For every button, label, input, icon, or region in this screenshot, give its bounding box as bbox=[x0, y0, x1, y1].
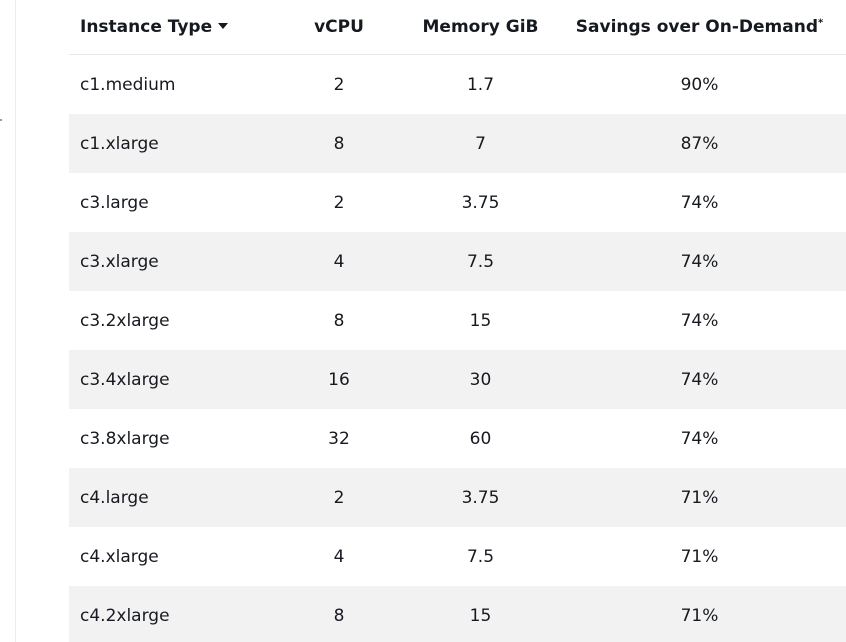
cell-savings: 90% bbox=[680, 74, 719, 95]
cell-savings: 74% bbox=[680, 192, 719, 213]
table-row: c1.xlarge 8 7 87% bbox=[69, 114, 846, 173]
cell-vcpu: 32 bbox=[328, 428, 350, 449]
header-savings-label: Savings over On-Demand bbox=[575, 17, 818, 37]
cell-savings: 71% bbox=[680, 546, 719, 567]
cell-memory: 7.5 bbox=[408, 232, 553, 291]
header-instance-type[interactable]: Instance Type bbox=[69, 0, 270, 55]
cell-vcpu: 4 bbox=[333, 546, 345, 567]
cell-instance-type: c4.large bbox=[69, 468, 270, 527]
cell-vcpu: 8 bbox=[270, 114, 408, 173]
table-row: c4.large 2 3.75 71% bbox=[69, 468, 846, 527]
cell-instance-type: c3.2xlarge bbox=[80, 310, 170, 331]
cell-savings: 71% bbox=[553, 586, 846, 642]
header-memory-label: Memory GiB bbox=[422, 17, 539, 37]
cell-memory: 3.75 bbox=[408, 468, 553, 527]
table-body: c1.medium 2 1.7 90% c1.xlarge 8 7 87% c3.large 2 3… bbox=[69, 55, 846, 642]
header-instance-type-label: Instance Type bbox=[80, 17, 213, 37]
cell-memory: 15 bbox=[408, 586, 553, 642]
cell-memory: 30 bbox=[408, 350, 553, 409]
instance-table-container: Instance Type vCPU Memory GiB Savings ov… bbox=[69, 0, 846, 642]
table-header: Instance Type vCPU Memory GiB Savings ov… bbox=[69, 0, 846, 55]
cell-memory: 3.75 bbox=[461, 192, 500, 213]
table-row: c1.medium 2 1.7 90% bbox=[69, 55, 846, 115]
cell-memory: 15 bbox=[469, 310, 492, 331]
header-savings: Savings over On-Demand* bbox=[553, 0, 846, 55]
instance-table: Instance Type vCPU Memory GiB Savings ov… bbox=[69, 0, 846, 642]
cell-instance-type: c3.large bbox=[80, 192, 149, 213]
cell-savings: 87% bbox=[553, 114, 846, 173]
left-marker bbox=[0, 119, 2, 121]
cell-vcpu: 2 bbox=[333, 192, 345, 213]
table-row: c3.2xlarge 8 15 74% bbox=[69, 291, 846, 350]
cell-instance-type: c3.8xlarge bbox=[80, 428, 170, 449]
cell-vcpu: 4 bbox=[270, 232, 408, 291]
cell-instance-type: c1.medium bbox=[80, 74, 176, 95]
table-row: c4.2xlarge 8 15 71% bbox=[69, 586, 846, 642]
left-divider bbox=[15, 0, 16, 642]
cell-savings: 74% bbox=[680, 428, 719, 449]
cell-memory: 1.7 bbox=[466, 74, 495, 95]
caret-down-icon[interactable] bbox=[218, 23, 229, 29]
table-row: c3.large 2 3.75 74% bbox=[69, 173, 846, 232]
table-row: c3.4xlarge 16 30 74% bbox=[69, 350, 846, 409]
cell-instance-type: c3.xlarge bbox=[69, 232, 270, 291]
cell-instance-type: c3.4xlarge bbox=[69, 350, 270, 409]
header-row: Instance Type vCPU Memory GiB Savings ov… bbox=[69, 0, 846, 55]
footnote-marker: * bbox=[818, 17, 824, 29]
header-memory: Memory GiB bbox=[408, 0, 553, 55]
table-row: c3.xlarge 4 7.5 74% bbox=[69, 232, 846, 291]
cell-instance-type: c4.2xlarge bbox=[69, 586, 270, 642]
cell-memory: 7 bbox=[408, 114, 553, 173]
table-row: c3.8xlarge 32 60 74% bbox=[69, 409, 846, 468]
cell-instance-type: c4.xlarge bbox=[80, 546, 159, 567]
cell-savings: 74% bbox=[553, 232, 846, 291]
header-vcpu-label: vCPU bbox=[314, 17, 364, 37]
cell-vcpu: 16 bbox=[270, 350, 408, 409]
cell-vcpu: 8 bbox=[270, 586, 408, 642]
cell-instance-type: c1.xlarge bbox=[69, 114, 270, 173]
cell-vcpu: 8 bbox=[333, 310, 345, 331]
cell-memory: 7.5 bbox=[466, 546, 495, 567]
header-vcpu: vCPU bbox=[270, 0, 408, 55]
cell-memory: 60 bbox=[469, 428, 492, 449]
cell-savings: 74% bbox=[680, 310, 719, 331]
cell-savings: 74% bbox=[553, 350, 846, 409]
cell-vcpu: 2 bbox=[333, 74, 345, 95]
cell-savings: 71% bbox=[553, 468, 846, 527]
table-row: c4.xlarge 4 7.5 71% bbox=[69, 527, 846, 586]
cell-vcpu: 2 bbox=[270, 468, 408, 527]
